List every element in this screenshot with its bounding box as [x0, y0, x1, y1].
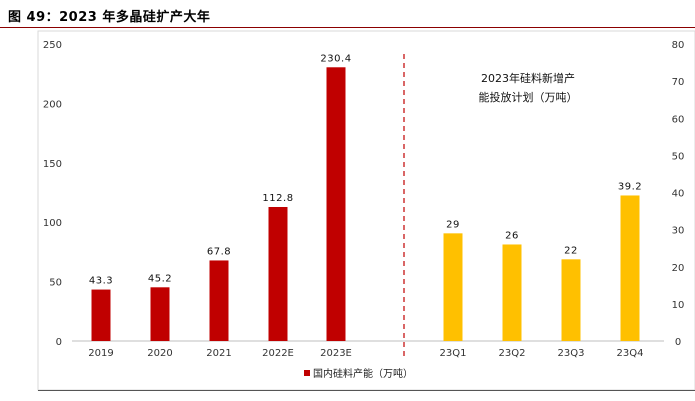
left-tick-label: 150	[43, 159, 62, 170]
right-tick-label: 0	[675, 337, 681, 348]
chart-frame	[37, 30, 695, 391]
bar-23Q1	[443, 233, 463, 341]
data-labels: 43.3 45.2 67.8 112.8 230.4 29 26 22 39.2	[89, 53, 642, 286]
left-tick-label: 200	[43, 99, 62, 110]
right-tick-label: 70	[672, 77, 685, 88]
data-label-23Q3: 22	[564, 245, 578, 256]
data-label-2020: 45.2	[148, 273, 172, 284]
category-label-23Q3: 23Q3	[558, 348, 585, 359]
data-label-2022E: 112.8	[262, 193, 293, 204]
bar-23Q2	[502, 244, 522, 341]
data-label-2023E: 230.4	[320, 53, 351, 64]
bar-2023E	[326, 67, 346, 342]
right-axis-ticks: 0 10 20 30 40 50 60 70 80	[672, 40, 685, 348]
category-label-23Q1: 23Q1	[440, 348, 467, 359]
data-label-23Q2: 26	[505, 230, 519, 241]
category-label-2022E: 2022E	[262, 348, 294, 359]
left-tick-label: 50	[49, 278, 62, 289]
left-axis-ticks: 0 50 100 150 200 250	[43, 40, 62, 348]
bars	[91, 67, 640, 342]
bottom-rule	[38, 390, 695, 391]
right-tick-label: 30	[672, 226, 685, 237]
left-tick-label: 100	[43, 218, 62, 229]
category-label-2023E: 2023E	[320, 348, 352, 359]
category-label-2020: 2020	[147, 348, 172, 359]
annotation-line-1: 2023年硅料新增产	[481, 71, 575, 85]
category-label-23Q4: 23Q4	[617, 348, 644, 359]
data-label-2021: 67.8	[207, 246, 231, 257]
annotation-line-2: 能投放计划（万吨）	[479, 90, 578, 104]
data-label-23Q4: 39.2	[618, 181, 642, 192]
category-label-2019: 2019	[88, 348, 113, 359]
plot-frame	[37, 30, 695, 391]
bar-2022E	[268, 206, 288, 341]
bar-23Q4	[620, 195, 640, 341]
figure-title: 图 49：2023 年多晶硅扩产大年	[8, 10, 211, 25]
right-tick-label: 40	[672, 189, 685, 200]
bar-2019	[91, 289, 111, 341]
category-label-23Q2: 23Q2	[499, 348, 526, 359]
legend-swatch	[304, 370, 310, 376]
right-tick-label: 20	[672, 263, 685, 274]
data-label-23Q1: 29	[446, 219, 460, 230]
category-labels: 2019 2020 2021 2022E 2023E 23Q1 23Q2 23Q3 23Q4	[88, 348, 643, 359]
category-label-2021: 2021	[206, 348, 231, 359]
left-tick-label: 0	[56, 337, 62, 348]
bar-2021	[209, 260, 229, 341]
title-underline	[0, 27, 695, 28]
right-tick-label: 10	[672, 300, 685, 311]
right-tick-label: 60	[672, 114, 685, 125]
right-tick-label: 80	[672, 40, 685, 51]
data-label-2019: 43.3	[89, 276, 113, 287]
bar-2020	[150, 287, 170, 341]
legend-label: 国内硅料产能（万吨）	[313, 367, 413, 380]
left-tick-label: 250	[43, 40, 62, 51]
bar-23Q3	[561, 259, 581, 341]
right-tick-label: 50	[672, 151, 685, 162]
